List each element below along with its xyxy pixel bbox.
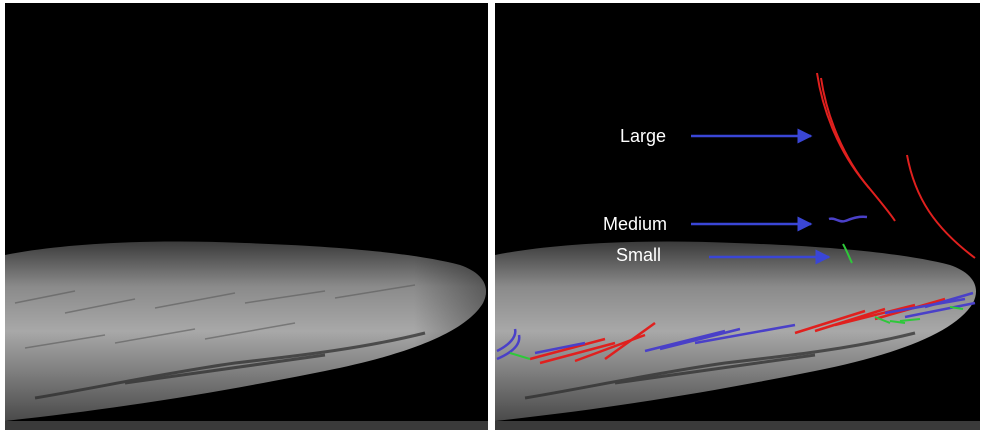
label-medium: Medium <box>603 214 667 234</box>
left-image-panel <box>5 3 488 430</box>
right-image-panel: Large Medium Small <box>495 3 980 430</box>
label-large: Large <box>620 126 666 146</box>
medium-strand-overlay <box>496 215 976 361</box>
label-small: Small <box>616 245 661 265</box>
annotation-medium: Medium <box>603 214 813 234</box>
annotation-large: Large <box>620 126 813 146</box>
annotation-small: Small <box>616 245 831 265</box>
small-strand-overlay <box>509 243 964 360</box>
large-strand-overlay <box>816 72 976 259</box>
large-tracks <box>529 297 946 365</box>
panel-divider <box>491 0 493 432</box>
